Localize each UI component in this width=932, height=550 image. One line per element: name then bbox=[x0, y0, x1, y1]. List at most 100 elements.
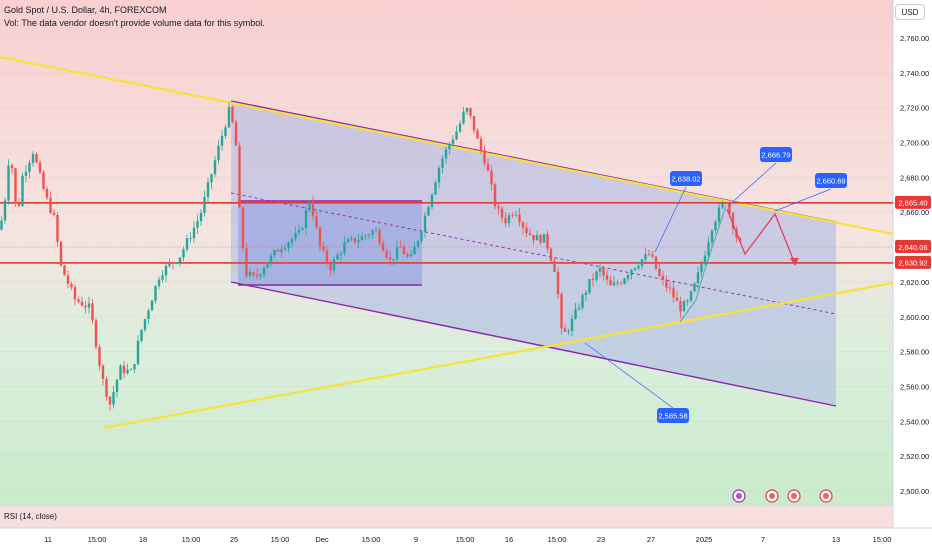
event-marker-dot bbox=[769, 493, 775, 499]
candle-body bbox=[469, 108, 472, 116]
candle-body bbox=[420, 231, 423, 241]
candle-body bbox=[528, 233, 532, 235]
candle-body bbox=[521, 222, 525, 228]
candle-body bbox=[668, 287, 672, 289]
candle-body bbox=[52, 212, 56, 215]
candle-body bbox=[297, 229, 301, 233]
candle-body bbox=[147, 310, 150, 320]
price-label-text: 2,630.92 bbox=[898, 259, 927, 268]
candle-body bbox=[24, 171, 28, 176]
candle-body bbox=[479, 138, 483, 151]
candle-body bbox=[581, 295, 584, 308]
candle-body bbox=[154, 285, 157, 301]
candle-body bbox=[462, 111, 465, 124]
candle-body bbox=[437, 167, 441, 183]
candle-body bbox=[392, 259, 395, 260]
candle-body bbox=[609, 279, 612, 286]
candle-body bbox=[434, 182, 437, 195]
price-label-badge bbox=[895, 195, 931, 209]
candle-body bbox=[367, 234, 371, 236]
candle-body bbox=[192, 227, 196, 239]
candle-body bbox=[465, 108, 469, 112]
channel-midline bbox=[230, 192, 837, 315]
candle-body bbox=[73, 287, 77, 300]
candle-body bbox=[493, 184, 497, 207]
candle-body bbox=[518, 214, 521, 223]
candle-body bbox=[514, 214, 518, 216]
yellow-support-line bbox=[102, 281, 894, 430]
candle-body bbox=[70, 283, 73, 288]
candle-body bbox=[304, 210, 308, 229]
candle-body bbox=[59, 241, 63, 266]
callout-label: 2,666.79 bbox=[761, 151, 790, 160]
candle-body bbox=[731, 213, 735, 229]
candle-body bbox=[17, 203, 21, 206]
candle-body bbox=[112, 392, 115, 405]
x-tick-label: 15:00 bbox=[182, 535, 201, 544]
candle-body bbox=[696, 272, 700, 284]
candle-body bbox=[724, 202, 728, 204]
x-tick-label: 16 bbox=[505, 535, 513, 544]
channel-bottom-line bbox=[230, 281, 837, 407]
y-tick-label: 2,580.00 bbox=[900, 348, 929, 357]
volume-note: Vol: The data vendor doesn't provide vol… bbox=[4, 18, 265, 28]
candle-body bbox=[290, 238, 294, 243]
candle-body bbox=[360, 236, 364, 241]
candle-body bbox=[598, 267, 602, 272]
candle-body bbox=[455, 131, 458, 140]
candle-body bbox=[339, 253, 343, 255]
projection-path bbox=[726, 208, 796, 265]
candle-body bbox=[448, 143, 451, 150]
candle-body bbox=[105, 378, 108, 397]
candle-body bbox=[378, 230, 381, 244]
candle-body bbox=[94, 320, 98, 348]
candle-body bbox=[3, 200, 7, 221]
candle-body bbox=[385, 250, 388, 258]
candle-body bbox=[66, 275, 70, 284]
candle-body bbox=[525, 227, 528, 234]
y-tick-label: 2,560.00 bbox=[900, 382, 929, 391]
candle-body bbox=[119, 365, 122, 380]
candle-body bbox=[686, 300, 689, 302]
price-scale-background bbox=[893, 0, 932, 550]
candle-body bbox=[136, 340, 140, 365]
candle-body bbox=[679, 301, 682, 312]
candle-body bbox=[427, 207, 430, 216]
x-tick-label: 7 bbox=[761, 535, 765, 544]
candle-body bbox=[430, 194, 434, 208]
candle-body bbox=[444, 149, 448, 159]
candle-body bbox=[584, 292, 588, 296]
x-tick-label: 15:00 bbox=[873, 535, 892, 544]
candle-body bbox=[245, 248, 248, 276]
candle-body bbox=[556, 272, 560, 295]
candle-body bbox=[280, 249, 283, 252]
price-label-text: 2,665.40 bbox=[898, 199, 927, 208]
candle-body bbox=[717, 207, 721, 222]
x-tick-label: 23 bbox=[597, 535, 605, 544]
candle-body bbox=[476, 130, 479, 139]
event-marker-dot bbox=[791, 493, 797, 499]
candle-body bbox=[241, 207, 245, 249]
callout-pointer bbox=[584, 342, 674, 409]
candle-body bbox=[381, 243, 385, 251]
price-label-badge bbox=[895, 255, 931, 269]
candle-body bbox=[637, 265, 640, 269]
candle-body bbox=[374, 230, 378, 232]
candle-body bbox=[266, 263, 269, 269]
candle-body bbox=[318, 227, 322, 247]
y-tick-label: 2,760.00 bbox=[900, 34, 929, 43]
candle-body bbox=[0, 220, 3, 230]
callout-label: 2,660.69 bbox=[816, 177, 845, 186]
candle-body bbox=[269, 255, 273, 264]
candle-body bbox=[413, 246, 416, 255]
candle-body bbox=[651, 254, 654, 257]
rsi-pane-background bbox=[0, 506, 893, 528]
currency-button[interactable]: USD bbox=[895, 4, 925, 20]
candle-body bbox=[126, 369, 129, 374]
candle-body bbox=[311, 201, 315, 216]
candle-body bbox=[553, 260, 556, 273]
candle-body bbox=[626, 275, 630, 279]
candle-body bbox=[441, 158, 444, 168]
candle-body bbox=[658, 268, 661, 277]
